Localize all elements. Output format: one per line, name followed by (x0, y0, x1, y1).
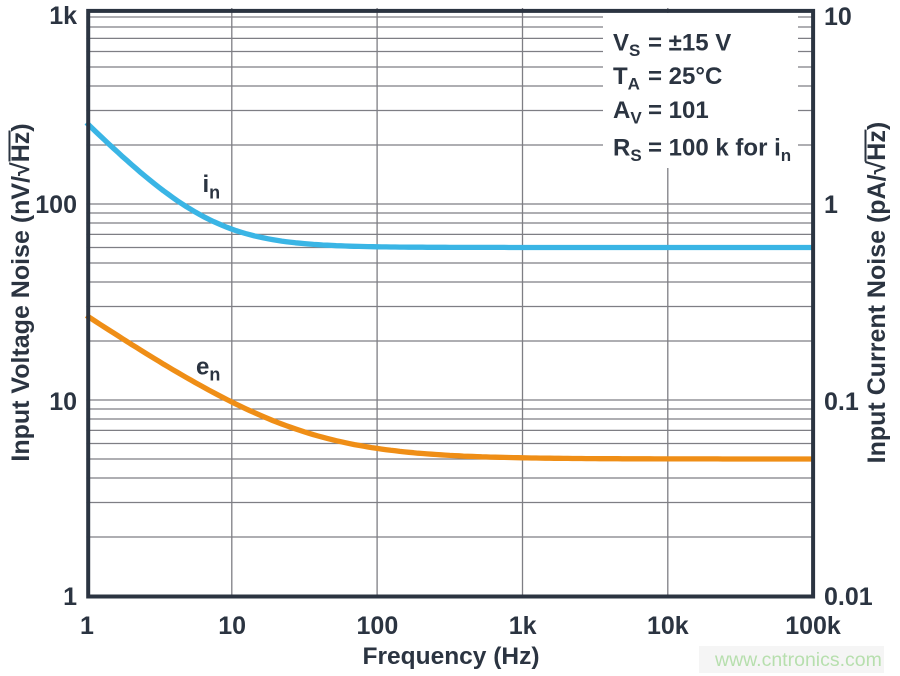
svg-text:10: 10 (824, 3, 852, 31)
svg-text:Frequency (Hz): Frequency (Hz) (363, 643, 540, 670)
svg-text:1: 1 (824, 191, 838, 219)
svg-text:www.cntronics.com: www.cntronics.com (714, 649, 882, 671)
svg-text:1k: 1k (49, 2, 77, 30)
svg-text:10k: 10k (647, 612, 689, 640)
svg-text:1: 1 (80, 612, 94, 640)
svg-text:= 101: = 101 (648, 97, 709, 124)
svg-text:TA: TA (613, 63, 640, 94)
svg-text:10: 10 (49, 388, 77, 416)
svg-text:100: 100 (35, 191, 77, 219)
svg-text:100k: 100k (785, 612, 841, 640)
svg-text:Input Voltage Noise (nV/√Hz): Input Voltage Noise (nV/√Hz) (7, 123, 35, 461)
svg-text:= 25°C: = 25°C (648, 63, 722, 90)
svg-text:= 100 k for in: = 100 k for in (648, 134, 791, 165)
svg-text:1k: 1k (509, 612, 537, 640)
svg-text:Input Current Noise (pA/√Hz): Input Current Noise (pA/√Hz) (863, 122, 891, 463)
svg-text:10: 10 (218, 612, 246, 640)
svg-text:0.1: 0.1 (824, 388, 859, 416)
svg-text:100: 100 (357, 612, 399, 640)
svg-text:1: 1 (63, 583, 77, 611)
svg-text:= ±15 V: = ±15 V (648, 29, 731, 56)
svg-text:0.01: 0.01 (824, 583, 873, 611)
